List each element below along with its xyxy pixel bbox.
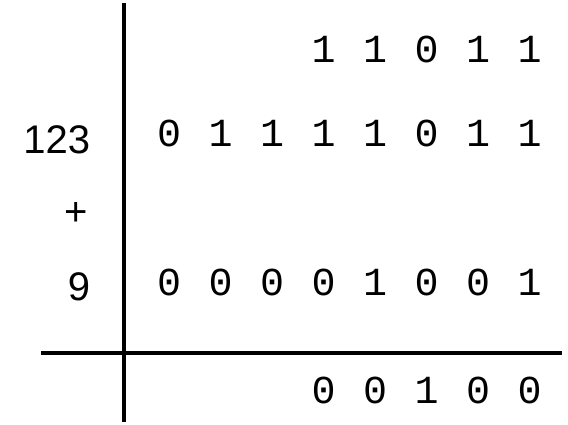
result-bit-digit: 0 bbox=[362, 371, 387, 416]
operand-a-bit-digit: 0 bbox=[414, 114, 439, 159]
carry-digit: 1 bbox=[465, 30, 490, 75]
result-bit-digit: 1 bbox=[414, 371, 439, 416]
operand-a-bit-digit: 0 bbox=[156, 114, 181, 159]
plus-operator: + bbox=[64, 190, 88, 234]
carry-digit: 1 bbox=[311, 30, 336, 75]
operand-a-bit-digit: 1 bbox=[517, 114, 542, 159]
result-bit-digit: 0 bbox=[517, 371, 542, 416]
sum-underline bbox=[41, 351, 562, 355]
operand-b-bit-digit: 1 bbox=[517, 263, 542, 308]
operand-a-bit-digit: 1 bbox=[465, 114, 490, 159]
vertical-divider-line bbox=[122, 3, 126, 422]
operand-a-bit-digit: 1 bbox=[259, 114, 284, 159]
operand-b-bit-digit: 0 bbox=[156, 263, 181, 308]
result-bit-digit: 0 bbox=[311, 371, 336, 416]
operand-a-bit-digit: 1 bbox=[311, 114, 336, 159]
operand-b-bit-digit: 0 bbox=[311, 263, 336, 308]
operand-b-bit-digit: 1 bbox=[362, 263, 387, 308]
operand-a-decimal: 123 bbox=[23, 118, 90, 162]
result-bit-digit: 0 bbox=[465, 371, 490, 416]
carry-digit: 0 bbox=[414, 30, 439, 75]
operand-a-bit-digit: 1 bbox=[362, 114, 387, 159]
operand-a-bit-digit: 1 bbox=[208, 114, 233, 159]
carry-digit: 1 bbox=[517, 30, 542, 75]
operand-b-bit-digit: 0 bbox=[208, 263, 233, 308]
operand-b-decimal: 9 bbox=[67, 265, 90, 309]
operand-b-bit-digit: 0 bbox=[259, 263, 284, 308]
operand-b-bit-digit: 0 bbox=[414, 263, 439, 308]
carry-digit: 1 bbox=[362, 30, 387, 75]
operand-b-bit-digit: 0 bbox=[465, 263, 490, 308]
